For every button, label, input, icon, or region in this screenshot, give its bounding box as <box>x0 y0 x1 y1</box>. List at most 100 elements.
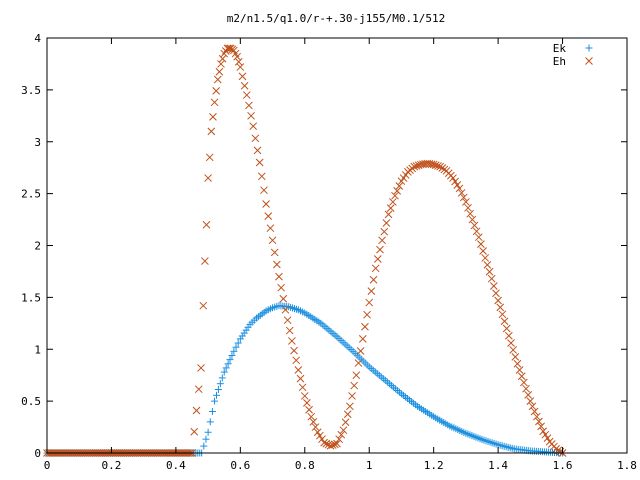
data-point <box>515 366 524 374</box>
data-point <box>294 366 303 374</box>
data-point <box>309 418 318 426</box>
data-point <box>275 272 283 281</box>
x-tick-label: 0.4 <box>166 459 186 472</box>
y-tick-label: 2.5 <box>21 188 41 201</box>
data-point <box>384 210 393 219</box>
y-tick-label: 1 <box>34 343 41 356</box>
data-point <box>337 430 346 439</box>
data-point <box>199 301 208 310</box>
data-point <box>262 200 270 208</box>
data-point <box>382 219 391 227</box>
data-point <box>315 431 324 440</box>
data-point <box>541 430 550 439</box>
data-point <box>197 364 205 372</box>
data-point <box>466 209 475 218</box>
data-point <box>236 63 245 71</box>
x-tick-label: 0.6 <box>230 459 250 472</box>
data-point <box>211 397 219 405</box>
data-point <box>212 391 220 399</box>
x-tick-label: 0 <box>44 459 51 472</box>
legend-marker-ek <box>585 44 593 52</box>
data-point <box>234 339 242 347</box>
data-point <box>543 434 552 442</box>
data-point <box>202 220 211 229</box>
data-point <box>532 412 541 421</box>
data-point <box>223 44 232 53</box>
data-point <box>339 426 348 435</box>
data-point <box>504 331 513 340</box>
data-point <box>283 316 292 325</box>
data-point <box>376 245 384 254</box>
data-point <box>281 305 290 314</box>
data-point <box>335 435 344 444</box>
data-point <box>474 233 483 242</box>
data-point <box>230 347 238 355</box>
data-point <box>208 408 216 415</box>
data-point <box>455 184 464 193</box>
data-point <box>194 385 203 394</box>
data-point <box>462 198 470 206</box>
data-point <box>200 442 208 450</box>
data-point <box>207 127 216 136</box>
data-point <box>365 298 374 307</box>
data-point <box>215 67 224 76</box>
data-point <box>217 60 225 68</box>
data-point <box>350 381 359 390</box>
data-point <box>218 54 227 63</box>
data-point <box>526 397 535 405</box>
data-point <box>509 346 518 354</box>
data-point <box>356 347 365 355</box>
data-point <box>290 346 298 355</box>
data-point <box>358 335 367 343</box>
data-point <box>212 87 221 95</box>
data-point <box>326 441 335 450</box>
y-tick-label: 2 <box>34 240 41 253</box>
data-point <box>361 322 369 331</box>
x-tick-label: 0.2 <box>102 459 122 472</box>
y-tick-label: 0.5 <box>21 395 41 408</box>
data-point <box>380 227 389 236</box>
data-point <box>333 439 341 448</box>
data-point <box>393 187 402 195</box>
data-point <box>298 383 307 392</box>
data-point <box>253 146 262 155</box>
data-point <box>264 212 273 220</box>
data-point <box>520 378 528 387</box>
data-point <box>524 391 533 399</box>
data-point <box>477 240 485 248</box>
data-point <box>233 52 241 61</box>
data-point <box>436 162 444 171</box>
data-point <box>378 236 386 245</box>
data-point <box>213 75 222 84</box>
y-tick-label: 4 <box>34 32 41 45</box>
data-point <box>285 326 294 335</box>
data-point <box>410 162 419 171</box>
data-point <box>289 304 297 312</box>
data-point <box>367 287 376 296</box>
legend-label-ek: Ek <box>553 42 567 55</box>
data-point <box>232 343 240 351</box>
data-point <box>204 174 212 182</box>
data-point <box>341 418 350 427</box>
data-point <box>346 402 354 411</box>
data-point <box>201 257 209 265</box>
data-point <box>479 247 487 255</box>
data-point <box>251 134 260 143</box>
x-tick-label: 1.4 <box>488 459 508 472</box>
data-point <box>457 189 466 197</box>
data-point <box>535 417 543 426</box>
data-point <box>307 412 316 421</box>
data-point <box>502 324 511 333</box>
data-point <box>292 356 301 365</box>
data-point <box>222 364 230 372</box>
data-point <box>513 359 522 368</box>
data-point <box>481 254 490 262</box>
x-tick-label: 1.8 <box>617 459 637 472</box>
data-point <box>202 435 210 443</box>
data-point <box>322 439 331 448</box>
data-point <box>451 177 460 186</box>
data-point <box>288 337 296 345</box>
x-tick-label: 1.6 <box>553 459 573 472</box>
